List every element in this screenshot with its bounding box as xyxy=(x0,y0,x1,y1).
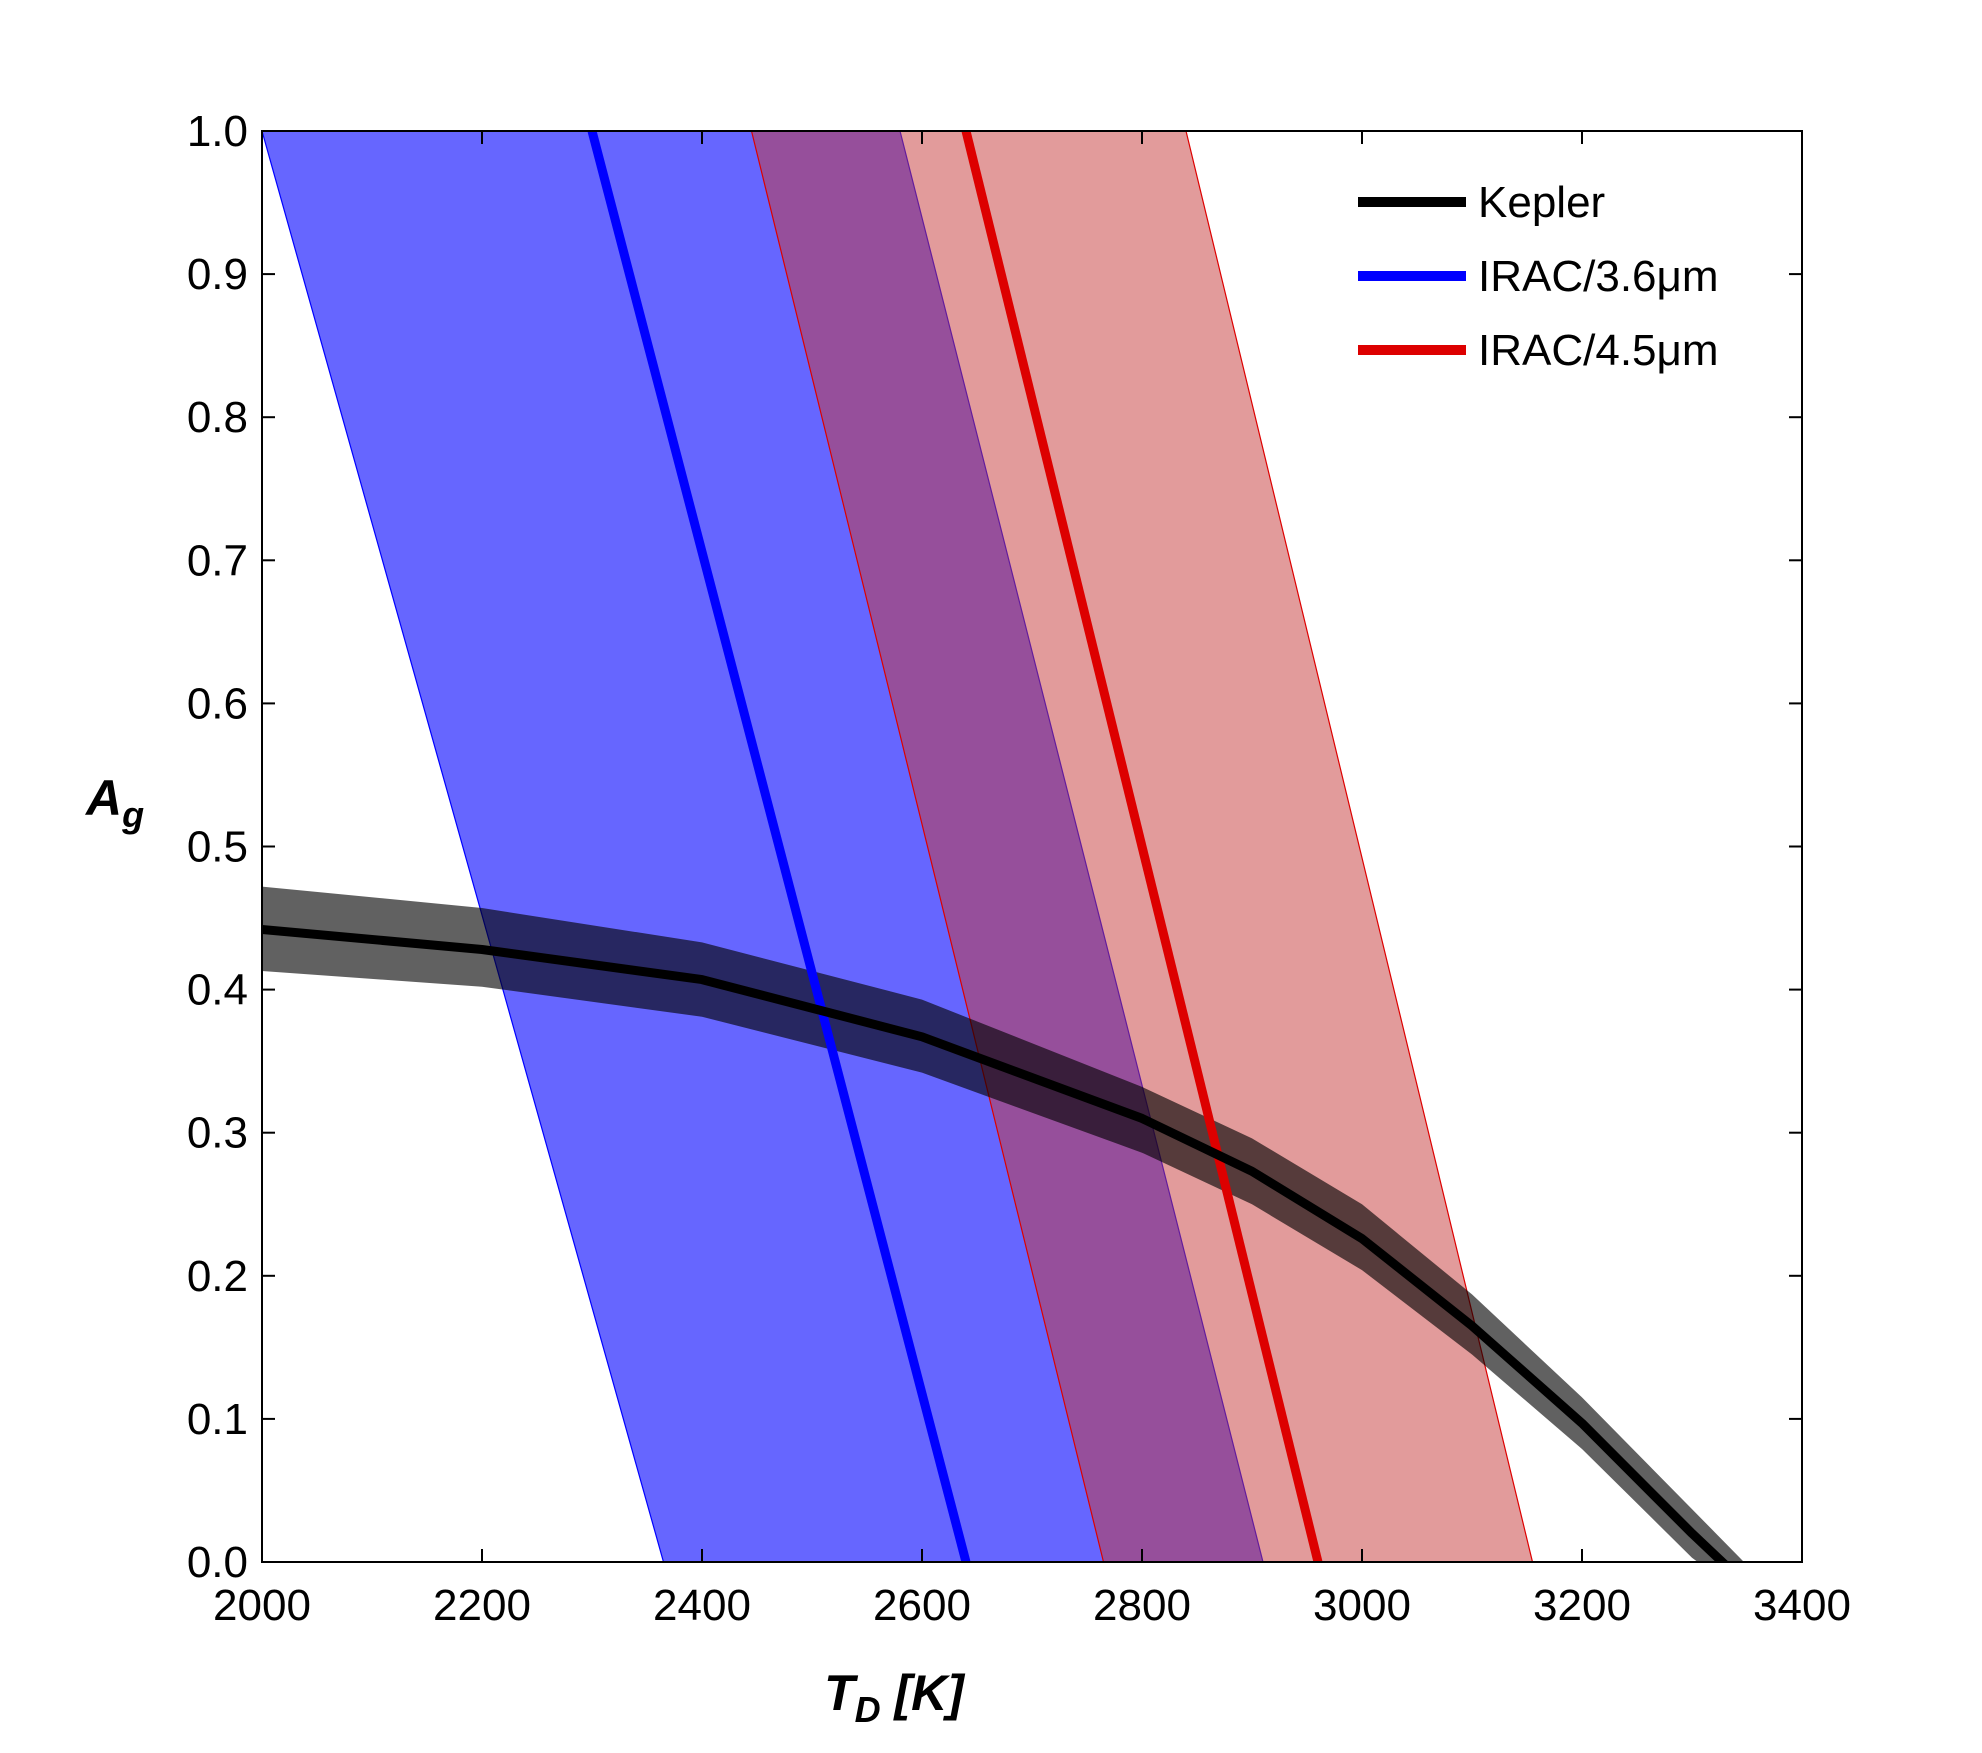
y-axis-label-main: A xyxy=(84,770,122,826)
x-axis-label-unit: [K] xyxy=(881,1665,967,1721)
x-axis-label-main: T xyxy=(824,1665,859,1721)
y-axis-label: Ag xyxy=(84,770,144,835)
line-irac-4-5-m xyxy=(961,131,1323,1562)
x-tick-label: 2600 xyxy=(873,1581,971,1630)
y-tick-label: 0.3 xyxy=(187,1109,248,1158)
legend-item-irac-3-6-m: IRAC/3.6μm xyxy=(1358,252,1719,301)
x-tick-label: 2800 xyxy=(1093,1581,1191,1630)
y-tick-label: 0.8 xyxy=(187,393,248,442)
y-tick-label: 0.5 xyxy=(187,823,248,872)
legend: Kepler IRAC/3.6μm IRAC/4.5μm xyxy=(1358,178,1719,375)
band-kepler xyxy=(262,886,1744,1562)
y-tick-label: 1.0 xyxy=(187,107,248,156)
x-axis-label: TD [K] xyxy=(824,1665,966,1730)
line-kepler xyxy=(262,925,1729,1562)
legend-item-irac-4-5-m: IRAC/4.5μm xyxy=(1358,326,1719,375)
legend-label: IRAC/4.5μm xyxy=(1478,326,1719,375)
y-tick-label: 0.9 xyxy=(187,250,248,299)
x-tick-label: 3200 xyxy=(1533,1581,1631,1630)
x-tick-label: 2000 xyxy=(213,1581,311,1630)
series-lines xyxy=(262,131,1729,1562)
y-axis-label-subscript: g xyxy=(121,794,144,835)
y-tick-label: 0.2 xyxy=(187,1252,248,1301)
legend-item-kepler: Kepler xyxy=(1358,178,1605,227)
x-tick-label: 2200 xyxy=(433,1581,531,1630)
y-tick-label: 0.4 xyxy=(187,966,248,1015)
y-tick-labels: 0.0 0.1 0.2 0.3 0.4 0.5 0.6 0.7 0.8 0.9 1.0 xyxy=(187,107,248,1587)
x-tick-label: 2400 xyxy=(653,1581,751,1630)
y-tick-label: 0.1 xyxy=(187,1395,248,1444)
axis-ticks xyxy=(261,130,1803,1563)
x-axis-label-subscript: D xyxy=(855,1689,881,1730)
x-tick-label: 3400 xyxy=(1753,1581,1851,1630)
x-tick-labels: 2000 2200 2400 2600 2800 3000 3200 3400 xyxy=(213,1581,1851,1630)
y-tick-label: 0.0 xyxy=(187,1538,248,1587)
y-tick-label: 0.6 xyxy=(187,679,248,728)
y-tick-label: 0.7 xyxy=(187,536,248,585)
legend-label: IRAC/3.6μm xyxy=(1478,252,1719,301)
line-irac-3-6-m xyxy=(587,131,971,1562)
legend-label: Kepler xyxy=(1478,178,1605,227)
x-tick-label: 3000 xyxy=(1313,1581,1411,1630)
